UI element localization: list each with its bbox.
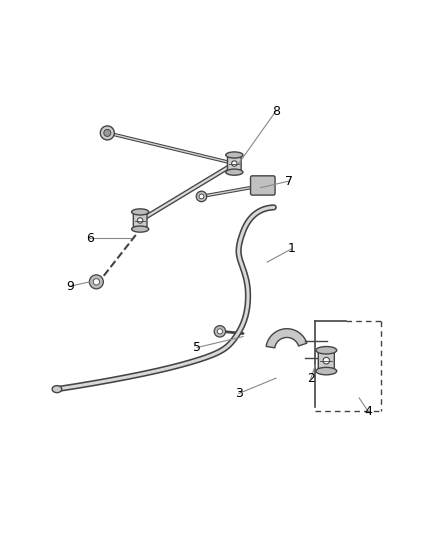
Text: 1: 1 <box>287 243 295 255</box>
Ellipse shape <box>316 346 337 354</box>
Ellipse shape <box>226 169 243 175</box>
Text: 3: 3 <box>235 387 243 400</box>
Circle shape <box>232 161 237 166</box>
Text: 4: 4 <box>364 405 372 417</box>
Text: 2: 2 <box>307 372 315 385</box>
Ellipse shape <box>52 386 62 393</box>
Circle shape <box>214 326 226 337</box>
Circle shape <box>93 279 99 285</box>
Circle shape <box>89 275 103 289</box>
Circle shape <box>138 218 143 223</box>
Polygon shape <box>266 329 307 348</box>
Circle shape <box>199 194 204 199</box>
FancyBboxPatch shape <box>227 154 241 173</box>
Text: 9: 9 <box>66 280 74 293</box>
Ellipse shape <box>226 152 243 158</box>
Text: 5: 5 <box>193 341 201 354</box>
Circle shape <box>104 130 111 136</box>
FancyBboxPatch shape <box>251 176 275 195</box>
Text: 8: 8 <box>272 104 280 117</box>
Circle shape <box>196 191 207 201</box>
FancyBboxPatch shape <box>133 211 147 230</box>
Text: 6: 6 <box>86 231 94 245</box>
Circle shape <box>100 126 114 140</box>
Ellipse shape <box>131 226 149 232</box>
FancyBboxPatch shape <box>318 349 334 373</box>
Circle shape <box>323 358 329 364</box>
Text: 7: 7 <box>285 175 293 188</box>
Ellipse shape <box>316 367 337 375</box>
Ellipse shape <box>131 209 149 215</box>
Circle shape <box>217 329 223 334</box>
